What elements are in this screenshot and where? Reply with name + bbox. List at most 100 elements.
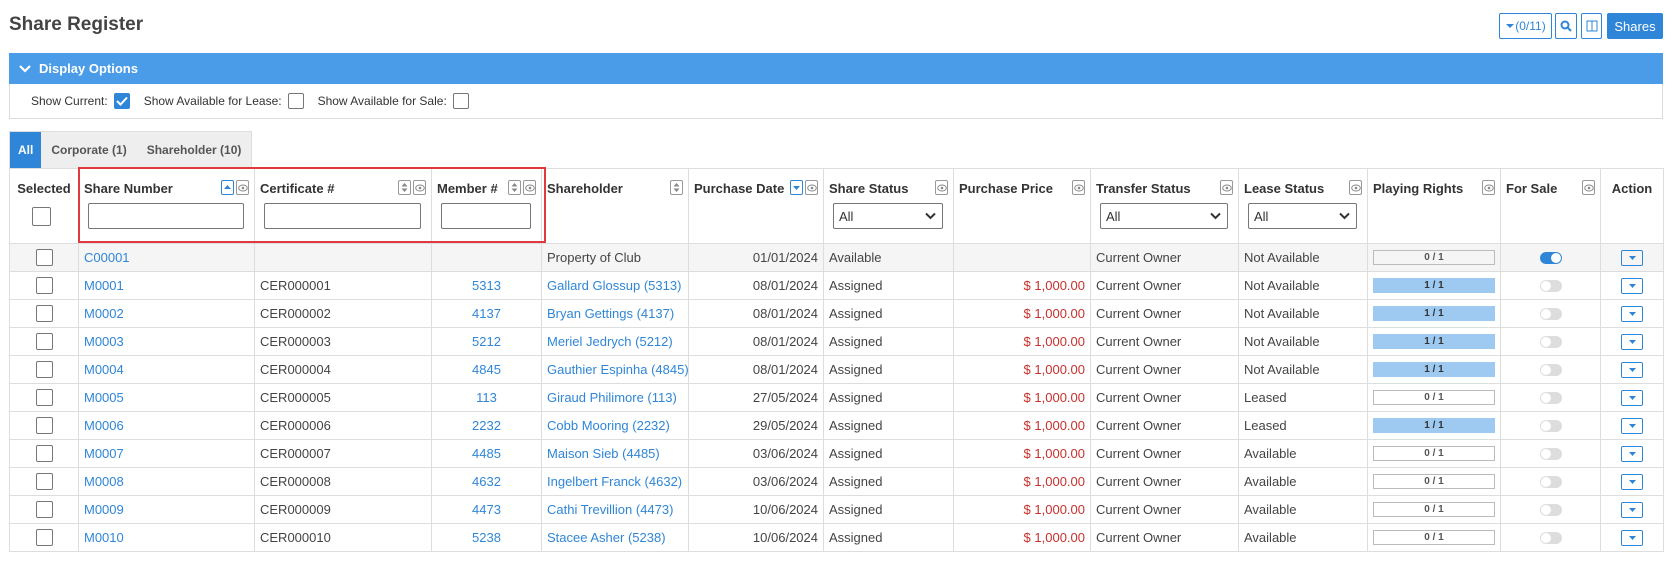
shareholder-name[interactable]: Cathi Trevillion (4473) <box>547 502 674 517</box>
visibility-button[interactable] <box>1482 180 1495 195</box>
shareholder-name[interactable]: Cobb Mooring (2232) <box>547 418 670 433</box>
action-button[interactable] <box>1621 529 1643 546</box>
share-link[interactable]: M0001 <box>84 278 124 293</box>
visibility-button[interactable] <box>1072 180 1085 195</box>
shareholder-name[interactable]: Gallard Glossup (5313) <box>547 278 682 293</box>
row-checkbox[interactable] <box>35 501 53 518</box>
columns-button[interactable] <box>1581 13 1602 39</box>
for-sale-toggle[interactable] <box>1539 335 1562 348</box>
option-checkbox[interactable] <box>113 93 130 109</box>
shareholder-name[interactable]: Bryan Gettings (4137) <box>547 306 675 321</box>
sort-button[interactable] <box>508 180 521 195</box>
member-link[interactable]: 4137 <box>472 306 501 321</box>
action-button[interactable] <box>1621 445 1643 462</box>
row-checkbox[interactable] <box>35 473 53 490</box>
member-link[interactable]: 113 <box>476 390 497 405</box>
for-sale-toggle[interactable] <box>1539 503 1562 516</box>
member-link[interactable]: 2232 <box>472 418 501 433</box>
action-button[interactable] <box>1621 417 1643 434</box>
member-link[interactable]: 5212 <box>472 334 501 349</box>
for-sale-toggle[interactable] <box>1539 279 1562 292</box>
share-link[interactable]: M0002 <box>84 306 124 321</box>
for-sale-toggle[interactable] <box>1539 251 1562 264</box>
for-sale-toggle[interactable] <box>1539 307 1562 320</box>
search-button[interactable] <box>1555 13 1577 39</box>
row-checkbox[interactable] <box>35 305 53 322</box>
member-link[interactable]: 4845 <box>472 362 501 377</box>
visibility-button[interactable] <box>805 180 818 195</box>
for-sale-toggle[interactable] <box>1539 419 1562 432</box>
action-button[interactable] <box>1621 473 1643 490</box>
member-link[interactable]: 4473 <box>472 502 501 517</box>
share-status: Assigned <box>829 418 883 433</box>
visibility-button[interactable] <box>1582 180 1595 195</box>
row-checkbox[interactable] <box>35 333 53 350</box>
action-button[interactable] <box>1621 389 1643 406</box>
member-link[interactable]: 5313 <box>472 278 501 293</box>
member-link[interactable]: 4632 <box>472 474 501 489</box>
row-checkbox[interactable] <box>35 389 53 406</box>
shareholder-name[interactable]: Meriel Jedrych (5212) <box>547 334 673 349</box>
visibility-button[interactable] <box>1220 180 1233 195</box>
filter-input[interactable] <box>441 203 531 229</box>
sort-button[interactable] <box>790 180 803 195</box>
row-checkbox[interactable] <box>35 417 53 434</box>
row-checkbox[interactable] <box>35 529 53 546</box>
tab[interactable]: All <box>10 132 42 168</box>
share-link[interactable]: C00001 <box>84 250 130 265</box>
share-link[interactable]: M0003 <box>84 334 124 349</box>
filter-input[interactable] <box>88 203 244 229</box>
shareholder-name[interactable]: Maison Sieb (4485) <box>547 446 660 461</box>
option-checkbox[interactable] <box>452 93 469 109</box>
select-all-checkbox[interactable] <box>32 207 51 226</box>
filter-button[interactable]: (0/11) <box>1499 13 1552 39</box>
action-button[interactable] <box>1621 501 1643 518</box>
sort-button[interactable] <box>221 180 234 195</box>
share-link[interactable]: M0010 <box>84 530 124 545</box>
sort-button[interactable] <box>398 180 411 195</box>
row-checkbox[interactable] <box>35 249 53 266</box>
option-checkbox[interactable] <box>287 93 304 109</box>
for-sale-toggle[interactable] <box>1539 531 1562 544</box>
shareholder-name[interactable]: Giraud Philimore (113) <box>547 390 677 405</box>
for-sale-toggle[interactable] <box>1539 391 1562 404</box>
row-checkbox[interactable] <box>35 445 53 462</box>
tab[interactable]: Corporate (1) <box>51 143 127 157</box>
share-link[interactable]: M0008 <box>84 474 124 489</box>
for-sale-toggle[interactable] <box>1539 447 1562 460</box>
for-sale-toggle[interactable] <box>1539 475 1562 488</box>
visibility-button[interactable] <box>523 180 536 195</box>
action-button[interactable] <box>1621 277 1643 294</box>
shareholder-name[interactable]: Ingelbert Franck (4632) <box>547 474 683 489</box>
visibility-button[interactable] <box>935 180 948 195</box>
share-status: Assigned <box>829 474 883 489</box>
action-button[interactable] <box>1621 249 1643 266</box>
filter-select[interactable]: All <box>1100 203 1228 229</box>
share-link[interactable]: M0007 <box>84 446 124 461</box>
shareholder-name[interactable]: Gauthier Espinha (4845) <box>547 362 689 377</box>
share-link[interactable]: M0009 <box>84 502 124 517</box>
display-options-bar[interactable]: Display Options <box>9 53 1663 84</box>
share-link[interactable]: M0006 <box>84 418 124 433</box>
share-link[interactable]: M0005 <box>84 390 124 405</box>
share-link[interactable]: M0004 <box>84 362 124 377</box>
shareholder-name[interactable]: Stacee Asher (5238) <box>547 530 666 545</box>
shareholder-name: Property of Club <box>547 250 641 265</box>
for-sale-toggle[interactable] <box>1539 363 1562 376</box>
visibility-button[interactable] <box>236 180 249 195</box>
visibility-button[interactable] <box>1349 180 1362 195</box>
filter-select[interactable]: All <box>833 203 943 229</box>
row-checkbox[interactable] <box>35 361 53 378</box>
member-link[interactable]: 5238 <box>472 530 501 545</box>
filter-select[interactable]: All <box>1248 203 1357 229</box>
row-checkbox[interactable] <box>35 277 53 294</box>
visibility-button[interactable] <box>413 180 426 195</box>
member-link[interactable]: 4485 <box>472 446 501 461</box>
filter-input[interactable] <box>264 203 421 229</box>
action-button[interactable] <box>1621 305 1643 322</box>
shares-button[interactable]: Shares <box>1607 13 1663 39</box>
action-button[interactable] <box>1621 333 1643 350</box>
action-button[interactable] <box>1621 361 1643 378</box>
sort-button[interactable] <box>670 180 683 195</box>
tab[interactable]: Shareholder (10) <box>146 143 242 157</box>
